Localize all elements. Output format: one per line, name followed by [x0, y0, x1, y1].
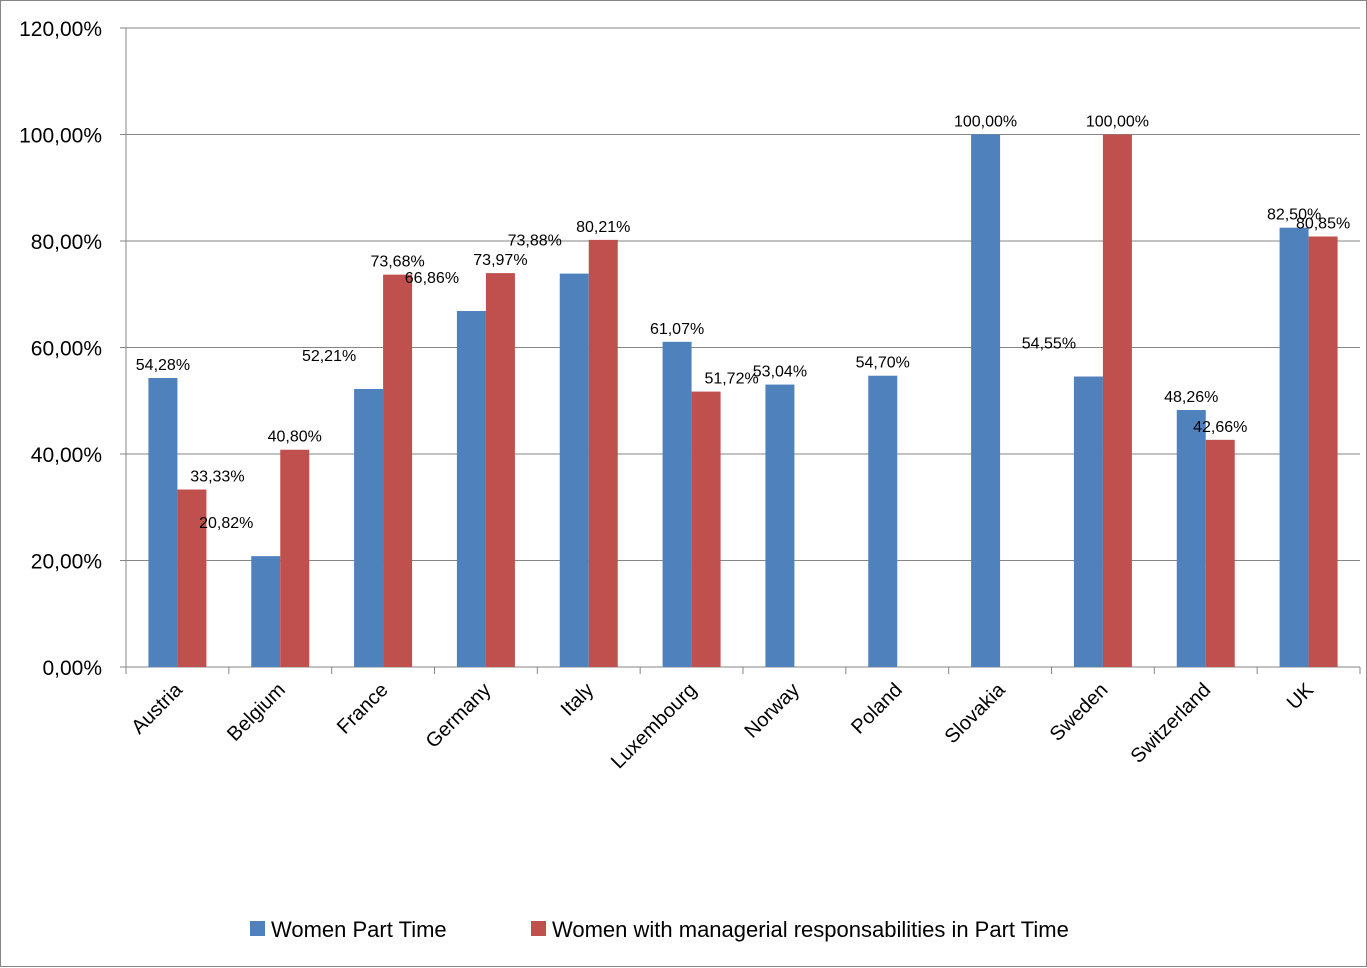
data-label: 54,28%	[136, 357, 190, 374]
data-label: 100,00%	[954, 114, 1017, 131]
data-label: 54,55%	[1022, 336, 1076, 353]
bar	[148, 377, 178, 667]
x-tick-label: Sweden	[1046, 679, 1113, 746]
bar	[1102, 134, 1132, 667]
data-label: 42,66%	[1193, 419, 1247, 436]
bar	[1176, 410, 1206, 667]
bar	[280, 449, 310, 667]
data-label: 100,00%	[1086, 114, 1149, 131]
data-label: 80,21%	[576, 219, 630, 236]
legend-swatch	[250, 921, 265, 936]
x-tick-label: Germany	[422, 679, 496, 753]
bar	[1205, 439, 1235, 667]
x-tick-label: Austria	[127, 678, 187, 738]
data-label: 53,04%	[753, 364, 807, 381]
data-label: 20,82%	[199, 515, 253, 532]
bar	[1308, 236, 1338, 667]
bar	[177, 489, 207, 667]
data-label: 51,72%	[704, 371, 758, 388]
data-label: 73,68%	[370, 254, 424, 271]
data-label: 61,07%	[650, 321, 704, 338]
bar	[1073, 376, 1103, 667]
bar	[662, 341, 692, 667]
data-label: 73,97%	[473, 252, 527, 269]
data-label: 66,86%	[405, 270, 459, 287]
y-tick-label: 0,00%	[42, 657, 102, 680]
data-label: 48,26%	[1164, 389, 1218, 406]
x-tick-label: Luxembourg	[607, 679, 701, 773]
bar	[485, 273, 515, 667]
y-tick-label: 20,00%	[31, 551, 102, 574]
y-tick-label: 100,00%	[19, 125, 102, 148]
data-label: 80,85%	[1296, 215, 1350, 232]
data-label: 73,88%	[508, 233, 562, 250]
legend-label: Women Part Time	[271, 917, 447, 942]
x-tick-label: Slovakia	[941, 678, 1011, 748]
data-label: 33,33%	[190, 469, 244, 486]
x-tick-label: Italy	[557, 679, 598, 720]
bar	[383, 274, 413, 667]
y-tick-label: 80,00%	[31, 231, 102, 254]
bar	[868, 375, 898, 667]
data-label: 40,80%	[268, 429, 322, 446]
bar	[1279, 227, 1309, 667]
data-label: 52,21%	[302, 348, 356, 365]
x-tick-label: Switzerland	[1127, 679, 1216, 768]
bar	[588, 239, 618, 667]
bar	[971, 134, 1001, 667]
x-tick-label: UK	[1283, 679, 1319, 715]
data-label: 54,70%	[856, 355, 910, 372]
x-tick-label: France	[333, 679, 393, 739]
bar	[765, 384, 795, 667]
legend-label: Women with managerial responsabilities i…	[552, 917, 1069, 942]
x-tick-label: Belgium	[223, 679, 290, 746]
x-tick-label: Norway	[740, 679, 803, 742]
y-tick-label: 120,00%	[19, 18, 102, 41]
bar	[354, 388, 384, 667]
data-label: 82,50%	[1267, 207, 1321, 224]
x-tick-label: Poland	[847, 679, 907, 739]
legend-swatch	[531, 921, 546, 936]
bar	[456, 310, 486, 667]
bar	[559, 273, 589, 667]
bar	[691, 391, 721, 667]
bar	[251, 556, 281, 667]
y-tick-label: 40,00%	[31, 444, 102, 467]
y-tick-label: 60,00%	[31, 338, 102, 361]
